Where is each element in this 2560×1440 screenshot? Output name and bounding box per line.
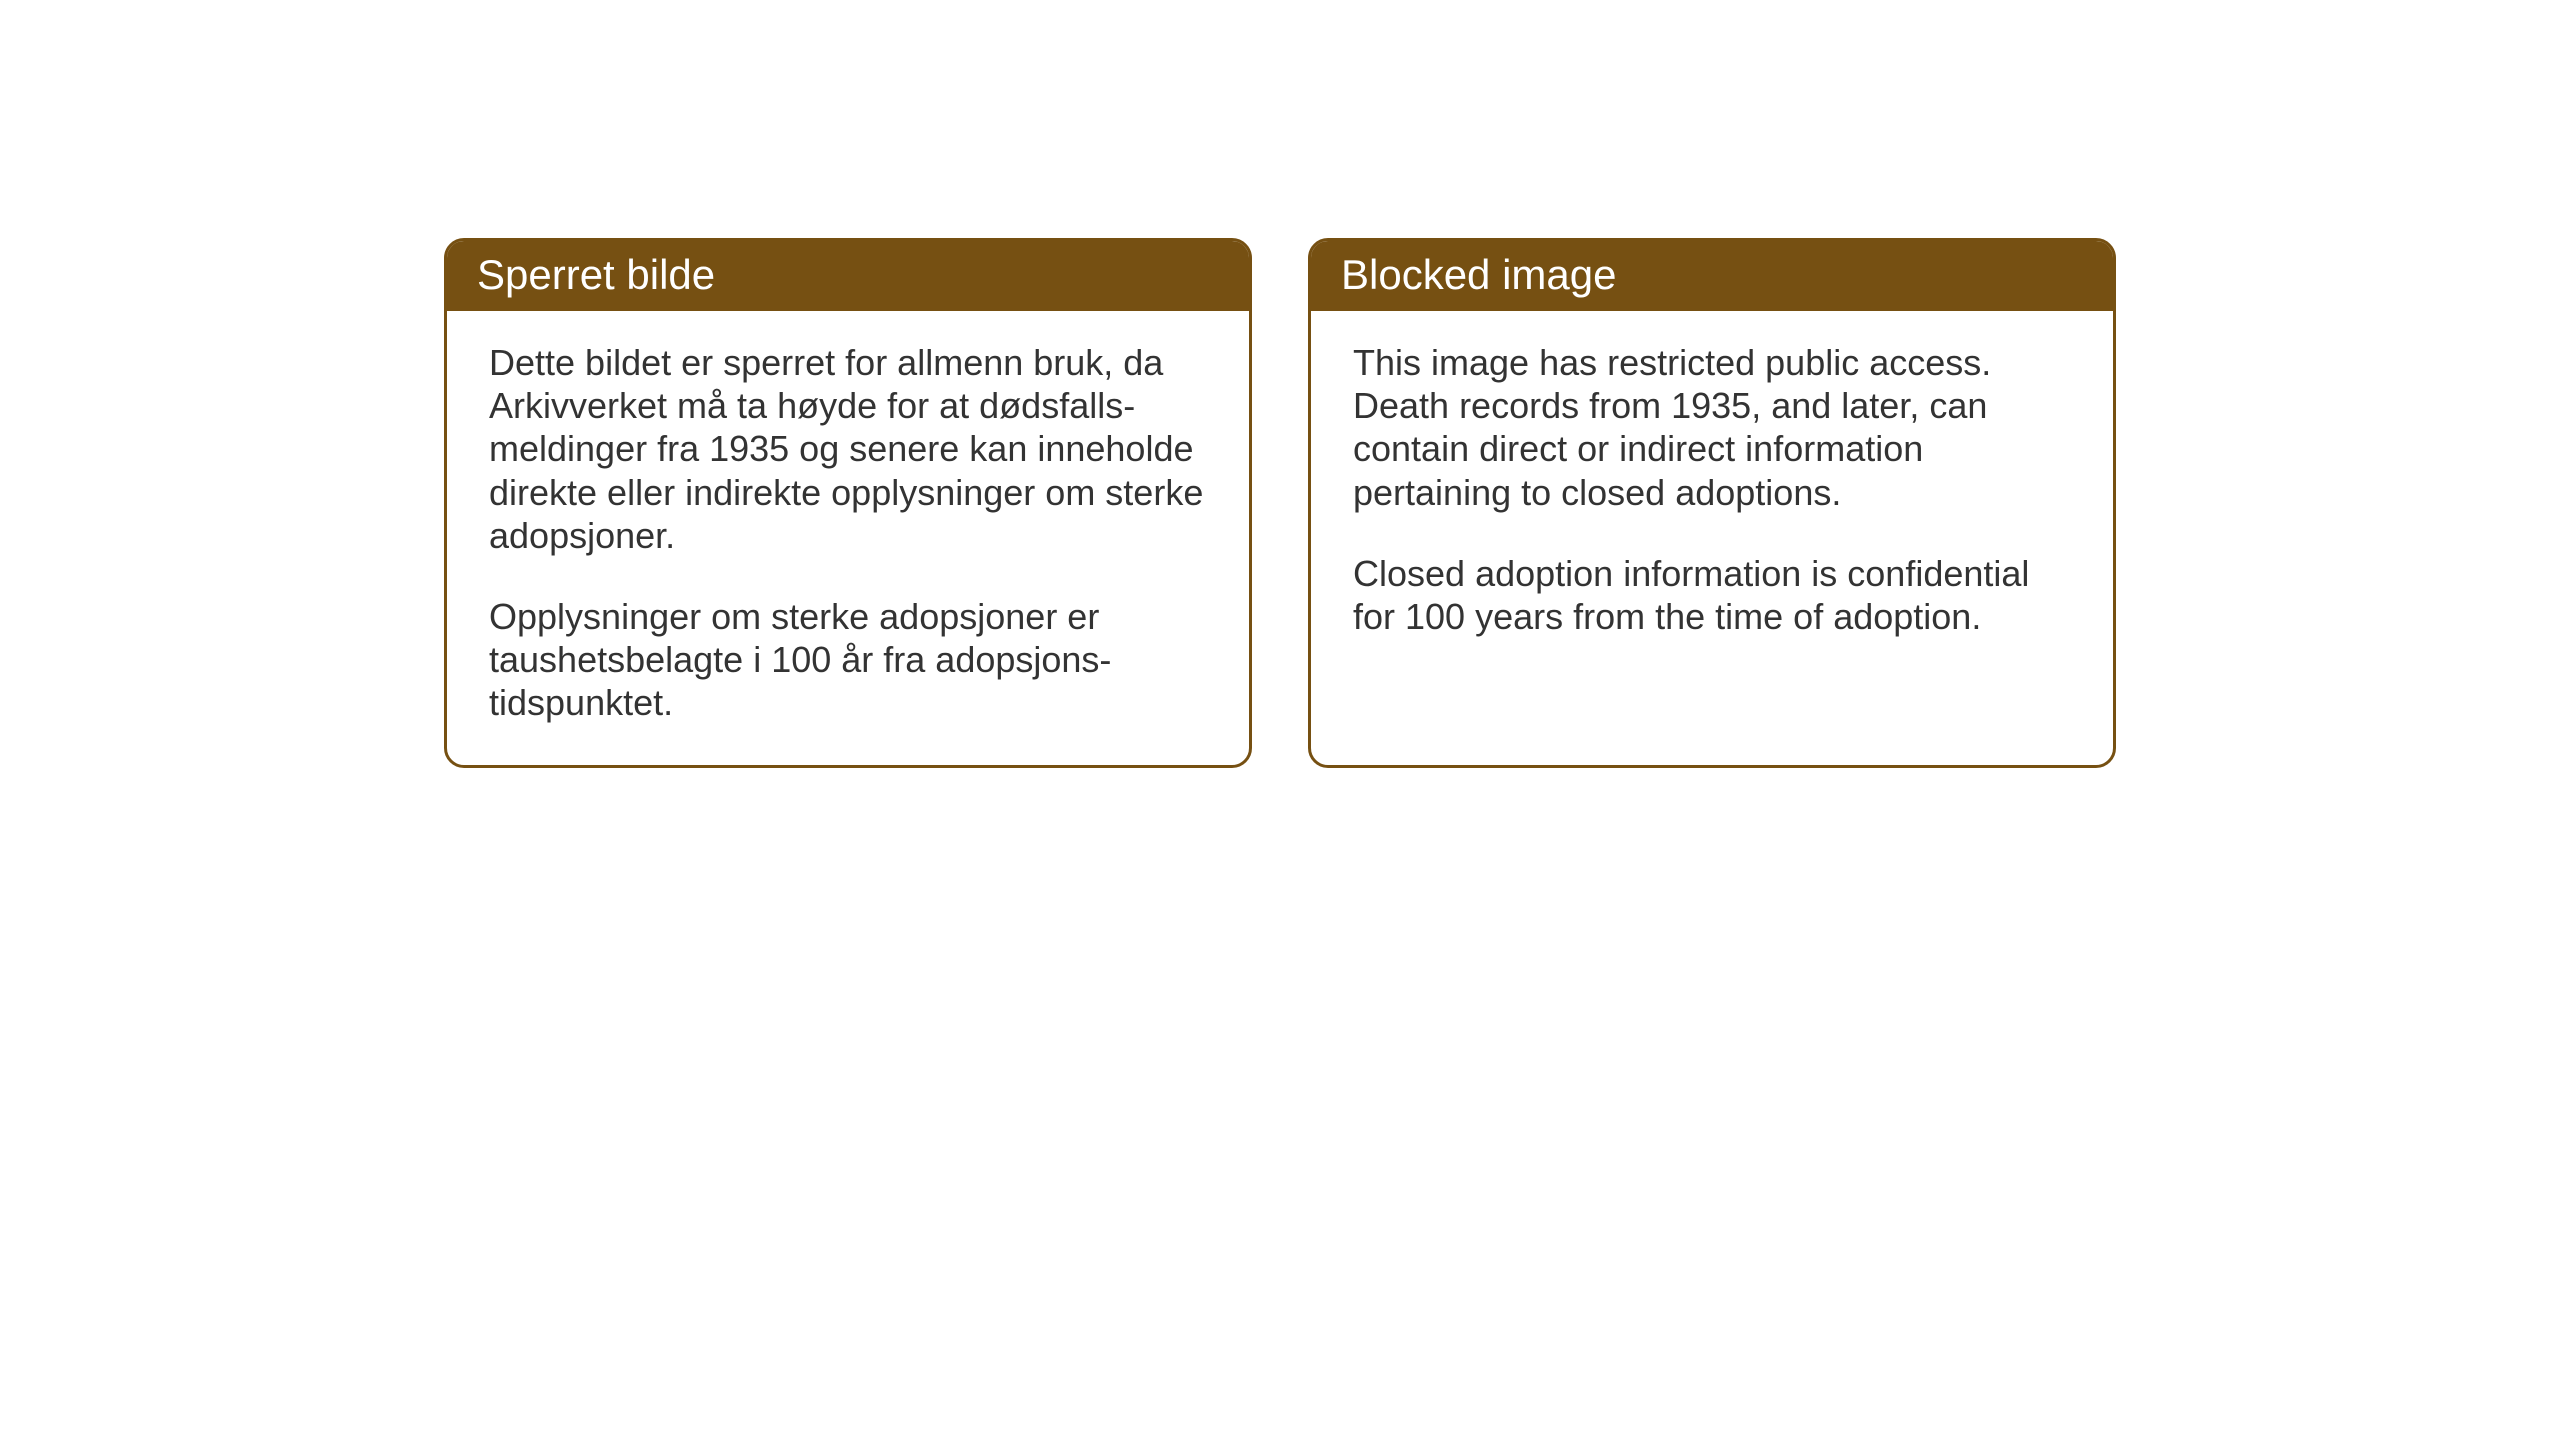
- card-header-english: Blocked image: [1311, 241, 2113, 311]
- notice-cards-container: Sperret bilde Dette bildet er sperret fo…: [444, 238, 2116, 768]
- card-paragraph-norwegian-1: Dette bildet er sperret for allmenn bruk…: [489, 341, 1207, 557]
- card-header-norwegian: Sperret bilde: [447, 241, 1249, 311]
- card-paragraph-english-2: Closed adoption information is confident…: [1353, 552, 2071, 638]
- card-title-english: Blocked image: [1341, 251, 1616, 298]
- card-body-english: This image has restricted public access.…: [1311, 311, 2113, 751]
- notice-card-norwegian: Sperret bilde Dette bildet er sperret fo…: [444, 238, 1252, 768]
- card-body-norwegian: Dette bildet er sperret for allmenn bruk…: [447, 311, 1249, 765]
- card-paragraph-norwegian-2: Opplysninger om sterke adopsjoner er tau…: [489, 595, 1207, 725]
- card-paragraph-english-1: This image has restricted public access.…: [1353, 341, 2071, 514]
- card-title-norwegian: Sperret bilde: [477, 251, 715, 298]
- notice-card-english: Blocked image This image has restricted …: [1308, 238, 2116, 768]
